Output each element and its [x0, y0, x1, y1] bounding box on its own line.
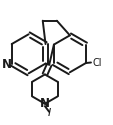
Text: Cl: Cl	[92, 58, 101, 68]
Text: N: N	[2, 58, 12, 71]
Text: I: I	[48, 108, 51, 118]
Text: N: N	[40, 97, 49, 110]
